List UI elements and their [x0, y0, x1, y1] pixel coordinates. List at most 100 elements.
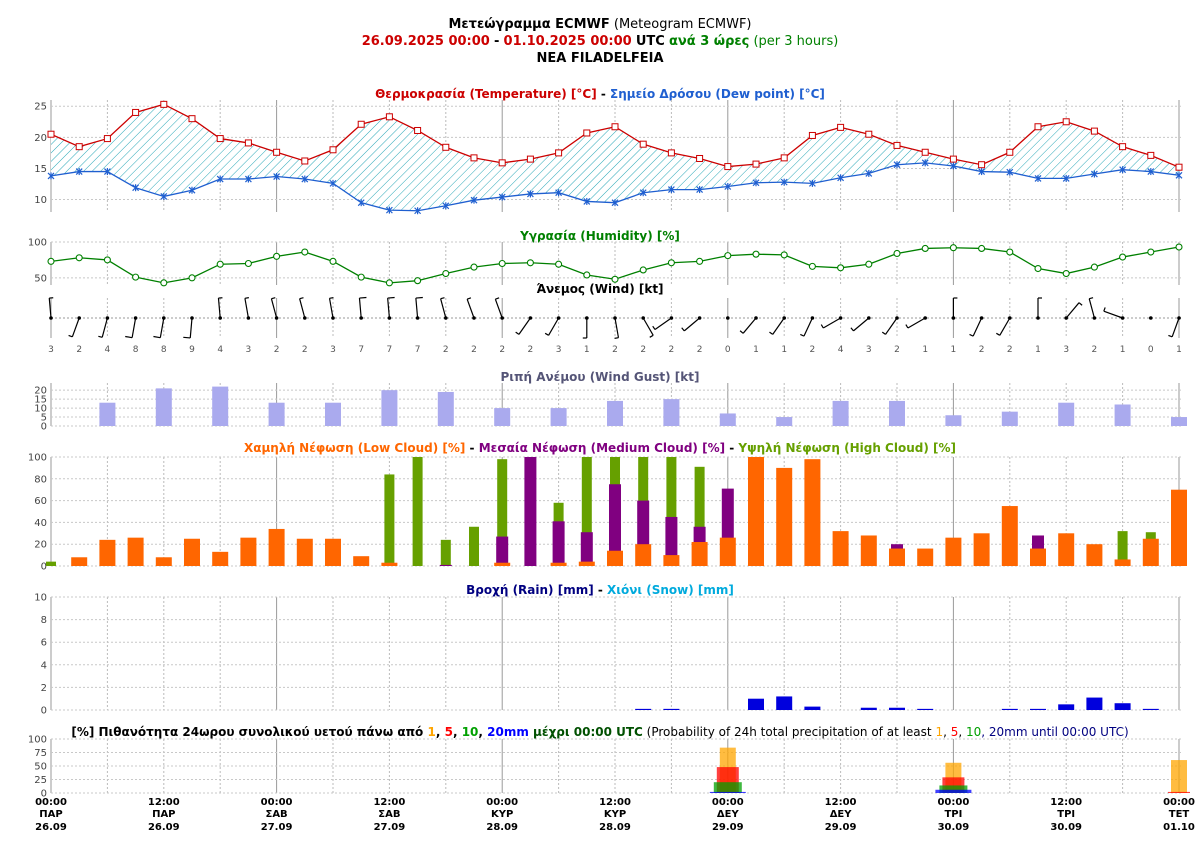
gust-panel-ytick: 10 — [34, 404, 47, 415]
probability-panel-title-part-0: [%] Πιθανότητα 24ωρου συνολικού υετού πά… — [71, 725, 427, 739]
humidity-point — [1119, 253, 1127, 261]
gust-panel-title-part-0: Ριπή Ανέμου (Wind Gust) [kt] — [501, 370, 700, 384]
probability-panel-title-part-2: , — [436, 725, 445, 739]
wind-speed-label: 3 — [48, 345, 54, 355]
rain-bar — [1142, 708, 1159, 710]
dew-point-point — [498, 193, 506, 201]
low-cloud-bar — [917, 548, 934, 566]
humidity-point — [75, 254, 83, 262]
temperature-point — [301, 157, 309, 165]
wind-gust-bar — [1001, 411, 1018, 426]
wind-barb-staff — [387, 298, 390, 319]
humidity-point — [1090, 263, 1098, 271]
wind-speed-label: 3 — [246, 345, 252, 355]
wind-speed-label: 1 — [1176, 345, 1182, 355]
period-line: 26.09.2025 00:00 - 01.10.2025 00:00 UTC … — [0, 33, 1200, 50]
time-label: 00:00 — [1163, 797, 1195, 808]
period-start: 26.09.2025 00:00 — [361, 34, 490, 49]
probability-panel-title: [%] Πιθανότητα 24ωρου συνολικού υετού πά… — [71, 725, 1128, 739]
dew-point-point — [414, 207, 422, 215]
temperature-point — [1090, 127, 1098, 135]
wind-barb — [299, 297, 307, 320]
wind-barb — [544, 316, 561, 336]
rain-bar — [804, 706, 821, 710]
humidity-point — [752, 250, 760, 258]
dew-point-point — [188, 186, 196, 194]
wind-barb — [850, 316, 871, 332]
rain-panel-ytick: 2 — [41, 683, 47, 694]
low-cloud-bar — [268, 528, 285, 566]
temperature-point — [385, 113, 393, 121]
wind-barb-staff — [772, 317, 785, 335]
probability-panel-title-part-10: 1 — [935, 725, 943, 739]
medium-cloud-bar — [524, 457, 537, 566]
wind-barb-staff — [518, 317, 531, 335]
wind-barb-dot — [415, 316, 420, 320]
low-cloud-bar — [1001, 506, 1018, 566]
time-label: 00:00 — [712, 797, 744, 808]
dew-point-point — [442, 202, 450, 210]
wind-barb-flag — [1168, 334, 1173, 338]
dew-point-point — [1006, 168, 1014, 176]
rain-panel-title: Βροχή (Rain) [mm] - Χιόνι (Snow) [mm] — [466, 583, 734, 597]
wind-barb — [440, 297, 448, 320]
wind-barb-staff — [101, 317, 108, 338]
probability-panel-title-part-16: until 00:00 UTC) — [1028, 725, 1129, 739]
date-label: 27.09 — [374, 822, 406, 833]
dew-point-point — [244, 175, 252, 183]
wind-barb-staff — [131, 317, 137, 338]
probability-panel-title-part-7: 20mm — [487, 725, 529, 739]
wind-barb — [494, 297, 505, 320]
temperature-point — [329, 146, 337, 154]
wind-barb-flag — [415, 296, 423, 299]
humidity-point — [780, 251, 788, 259]
day-label: ΤΡΙ — [1057, 809, 1075, 820]
temperature-point — [273, 148, 281, 156]
wind-gust-bar — [99, 402, 116, 426]
temperature-point — [75, 143, 83, 151]
rain-bar — [1086, 697, 1103, 710]
temperature-point — [498, 159, 506, 167]
date-label: 27.09 — [261, 822, 293, 833]
humidity-panel-ytick: 50 — [34, 273, 47, 284]
low-cloud-bar — [1030, 548, 1046, 566]
dew-point-point — [780, 178, 788, 186]
humidity-point — [273, 252, 281, 260]
day-label: ΤΡΙ — [944, 809, 962, 820]
wind-barb-staff — [654, 317, 672, 330]
wind-gust-bar — [889, 400, 905, 426]
cloud-panel-title-part-3: - — [725, 441, 738, 455]
cloud-panel-ytick: 20 — [34, 540, 47, 551]
dew-point-point — [1175, 171, 1183, 179]
rain-bar — [1058, 704, 1075, 710]
wind-barb — [328, 297, 335, 320]
wind-speed-label: 1 — [781, 345, 787, 355]
high-cloud-bar — [581, 457, 592, 566]
wind-barb-flag — [183, 336, 191, 339]
time-label: 12:00 — [825, 797, 857, 808]
rain-panel-ytick: 0 — [41, 706, 47, 717]
humidity-point — [1034, 264, 1042, 273]
chart-header: Μετεώγραμμα ECMWF (Meteogram ECMWF) 26.0… — [0, 16, 1200, 67]
period-interval: ανά 3 ώρες — [668, 34, 750, 49]
dew-point-point — [837, 174, 845, 182]
wind-barb-staff — [1103, 310, 1123, 319]
period-end: 01.10.2025 00:00 — [503, 34, 632, 49]
wind-barb — [387, 296, 395, 320]
period-utc: UTC — [635, 34, 665, 49]
rain-panel-title-part-0: Βροχή (Rain) [mm] — [466, 583, 594, 597]
wind-barb-staff — [71, 317, 80, 337]
probability-bar-p20 — [935, 789, 972, 793]
wind-barb-staff — [415, 298, 419, 319]
wind-barb-staff — [885, 317, 898, 335]
low-cloud-bar — [353, 556, 370, 566]
humidity-point — [555, 260, 563, 268]
cloud-panel-title: Χαμηλή Νέφωση (Low Cloud) [%] - Μεσαία Ν… — [244, 441, 956, 455]
probability-panel-title-part-1: 1 — [427, 725, 435, 739]
day-label: ΚΥΡ — [491, 809, 513, 820]
wind-barb — [582, 316, 589, 339]
temperature-point — [837, 123, 845, 131]
wind-barb-staff — [270, 298, 278, 319]
wind-panel-title-part-0: Άνεμος (Wind) [kt] — [536, 282, 663, 296]
